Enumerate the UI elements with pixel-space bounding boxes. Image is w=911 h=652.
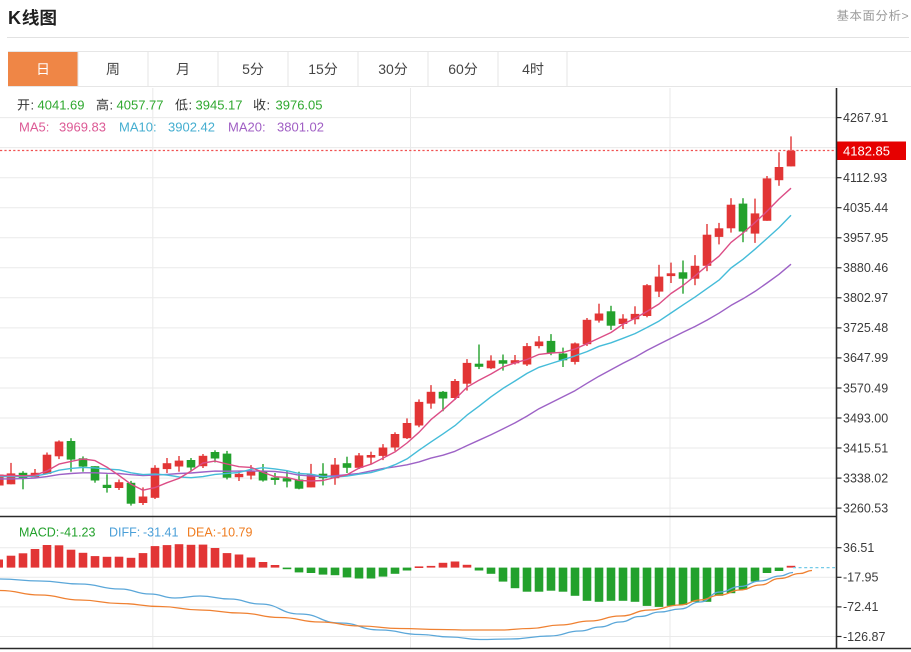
svg-text:-72.41: -72.41: [843, 600, 878, 614]
svg-text::: :: [31, 98, 35, 113]
svg-text:3647.99: 3647.99: [843, 351, 888, 365]
svg-text:3493.00: 3493.00: [843, 411, 888, 425]
svg-text:4112.93: 4112.93: [843, 171, 887, 185]
svg-text::: :: [267, 98, 271, 113]
svg-text:3338.02: 3338.02: [843, 471, 888, 485]
svg-text:3725.48: 3725.48: [843, 321, 888, 335]
svg-text:3880.46: 3880.46: [843, 261, 888, 275]
svg-text:15: 15: [308, 61, 324, 77]
svg-text:4182.85: 4182.85: [843, 144, 890, 159]
svg-text:DIFF: -31.41: DIFF: -31.41: [109, 526, 178, 540]
svg-text:3415.51: 3415.51: [843, 441, 888, 455]
svg-text::: :: [110, 98, 114, 113]
svg-text:3802.97: 3802.97: [843, 291, 888, 305]
svg-text:3945.17: 3945.17: [196, 98, 243, 113]
svg-text:3260.53: 3260.53: [843, 501, 888, 515]
svg-text:36.51: 36.51: [843, 541, 874, 555]
svg-text:60: 60: [448, 61, 464, 77]
svg-text:MACD: -41.23: MACD: -41.23: [19, 526, 95, 540]
svg-text:30: 30: [378, 61, 394, 77]
svg-text:4267.91: 4267.91: [843, 111, 888, 125]
svg-text:-17.95: -17.95: [843, 571, 878, 585]
svg-text:3957.95: 3957.95: [843, 231, 888, 245]
svg-text:4057.77: 4057.77: [117, 98, 164, 113]
svg-text::: :: [189, 98, 193, 113]
svg-text:>: >: [902, 9, 909, 23]
svg-text:-126.87: -126.87: [843, 630, 885, 644]
svg-text:MA5: 3969.83: MA5: 3969.83: [19, 120, 106, 135]
svg-text:4: 4: [522, 61, 530, 77]
svg-text:4035.44: 4035.44: [843, 201, 888, 215]
svg-text:4041.69: 4041.69: [38, 98, 85, 113]
svg-text:5: 5: [242, 61, 250, 77]
svg-text:3976.05: 3976.05: [276, 98, 323, 113]
svg-text:3570.49: 3570.49: [843, 381, 888, 395]
svg-text:K: K: [8, 8, 21, 28]
svg-text:DEA: -10.79: DEA: -10.79: [187, 526, 252, 540]
